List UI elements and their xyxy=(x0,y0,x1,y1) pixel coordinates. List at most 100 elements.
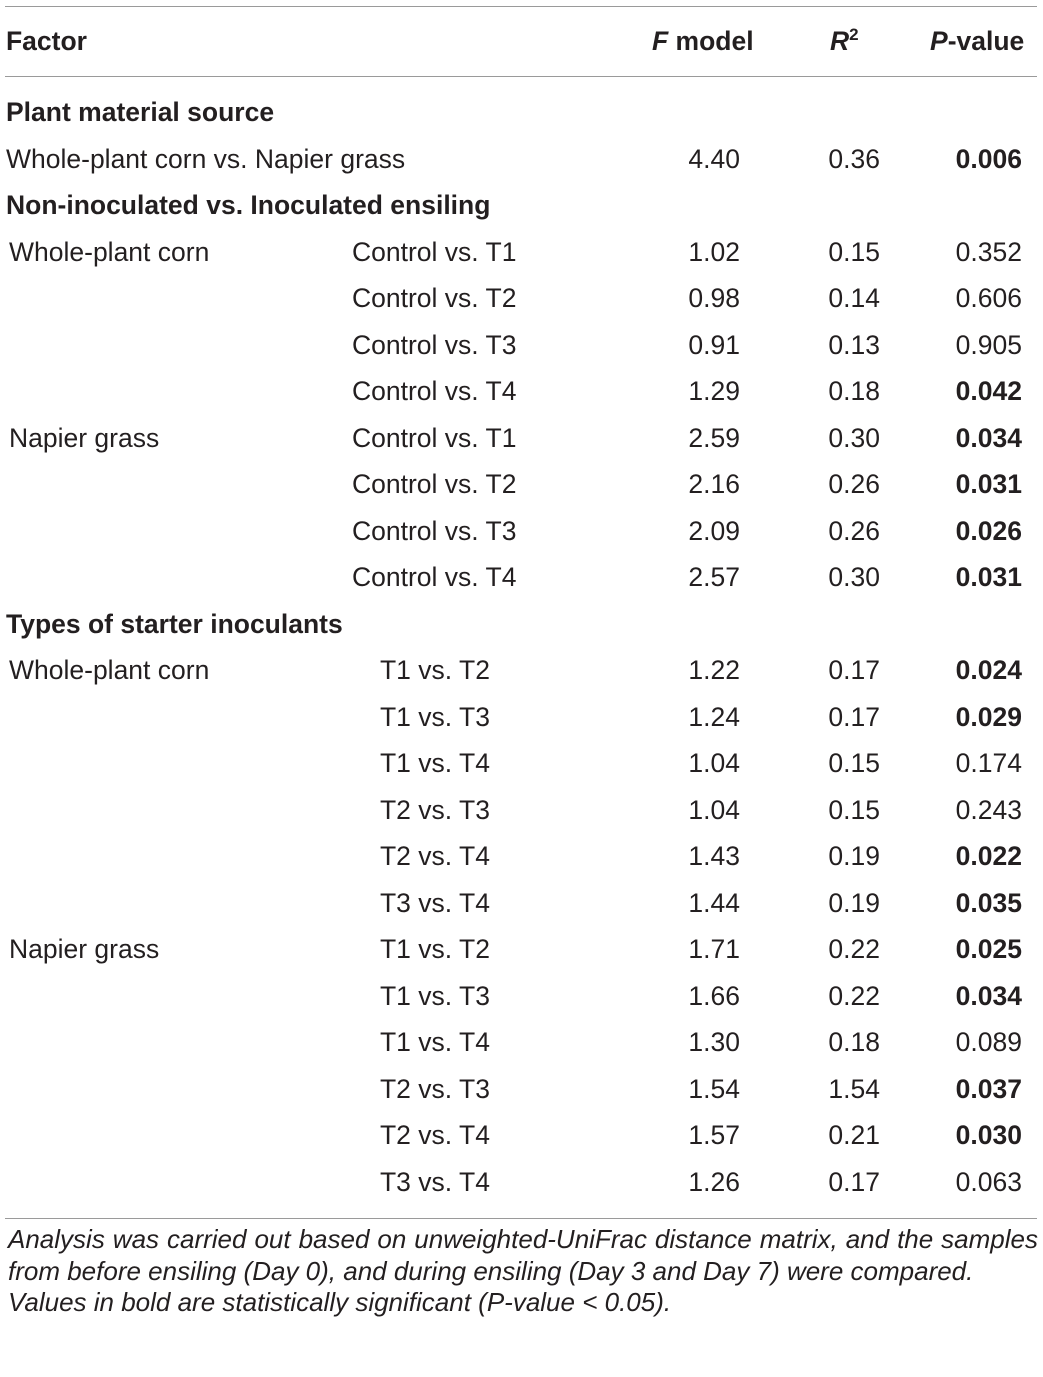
row-label: Whole-plant corn xyxy=(9,655,210,685)
cell-r-squared: 0.15 xyxy=(828,748,880,778)
table-row: Control vs. T2 2.16 0.26 0.031 xyxy=(0,461,1043,507)
cell-r-squared: 0.14 xyxy=(828,283,880,313)
cell-r-squared: 0.18 xyxy=(828,1027,880,1057)
cell-f-model: 1.02 xyxy=(688,236,740,267)
row-comparison: T1 vs. T4 xyxy=(380,748,490,778)
row-comparison: Control vs. T1 xyxy=(352,422,517,453)
row-comparison: T1 vs. T2 xyxy=(380,934,490,964)
cell-p-value: 0.025 xyxy=(955,934,1022,964)
row-label: Whole-plant corn xyxy=(9,236,210,267)
table-bottom-rule xyxy=(5,1218,1037,1219)
table-row: Napier grass T1 vs. T2 1.71 0.22 0.025 xyxy=(0,926,1043,972)
cell-r-squared: 0.22 xyxy=(828,934,880,964)
cell-f-model: 1.26 xyxy=(688,1166,740,1197)
table-row: T2 vs. T4 1.43 0.19 0.022 xyxy=(0,833,1043,879)
cell-r-squared: 0.17 xyxy=(828,701,880,732)
table-row: T1 vs. T3 1.24 0.17 0.029 xyxy=(0,694,1043,740)
cell-p-value: 0.029 xyxy=(955,701,1022,732)
header-factor: Factor xyxy=(6,26,87,56)
cell-r-squared: 0.21 xyxy=(828,1120,880,1150)
cell-f-model: 1.43 xyxy=(688,841,740,871)
cell-f-model: 1.54 xyxy=(688,1073,740,1104)
cell-p-value: 0.606 xyxy=(955,283,1022,313)
cell-p-value: 0.024 xyxy=(955,655,1022,685)
cell-p-value: 0.031 xyxy=(955,562,1022,592)
header-f-model: F model xyxy=(652,26,754,56)
table-row: Whole-plant corn Control vs. T1 1.02 0.15 0.… xyxy=(0,229,1043,275)
cell-r-squared: 0.26 xyxy=(828,469,880,499)
table-row: Control vs. T2 0.98 0.14 0.606 xyxy=(0,275,1043,321)
cell-p-value: 0.035 xyxy=(955,887,1022,918)
row-comparison: Control vs. T4 xyxy=(352,376,517,406)
cell-r-squared: 0.30 xyxy=(828,422,880,453)
row-comparison: Control vs. T3 xyxy=(352,329,517,360)
cell-p-value: 0.037 xyxy=(955,1073,1022,1104)
cell-r-squared: 0.15 xyxy=(828,794,880,825)
cell-p-value: 0.905 xyxy=(955,329,1022,360)
section-row: Plant material source xyxy=(0,89,1043,135)
cell-p-value: 0.089 xyxy=(955,1027,1022,1057)
row-comparison: T3 vs. T4 xyxy=(380,1166,490,1197)
cell-p-value: 0.034 xyxy=(955,980,1022,1011)
cell-r-squared: 1.54 xyxy=(828,1073,880,1104)
cell-r-squared: 0.17 xyxy=(828,655,880,685)
table-row: T3 vs. T4 1.44 0.19 0.035 xyxy=(0,880,1043,926)
cell-r-squared: 0.19 xyxy=(828,841,880,871)
cell-f-model: 1.24 xyxy=(688,701,740,732)
cell-f-model: 2.16 xyxy=(688,469,740,499)
row-comparison: T2 vs. T3 xyxy=(380,1073,490,1104)
row-comparison: Control vs. T1 xyxy=(352,236,517,267)
table-row: Control vs. T4 1.29 0.18 0.042 xyxy=(0,368,1043,414)
row-comparison: Control vs. T2 xyxy=(352,283,517,313)
table-top-rule xyxy=(5,6,1037,7)
cell-f-model: 2.57 xyxy=(688,562,740,592)
row-comparison: T2 vs. T4 xyxy=(380,1120,490,1150)
header-p-value: P-value xyxy=(930,26,1025,56)
section-row: Non-inoculated vs. Inoculated ensiling xyxy=(0,182,1043,228)
row-comparison: T1 vs. T4 xyxy=(380,1027,490,1057)
cell-p-value: 0.006 xyxy=(955,143,1022,174)
row-label: Napier grass xyxy=(9,422,160,453)
cell-f-model: 1.29 xyxy=(688,376,740,406)
cell-p-value: 0.352 xyxy=(955,236,1022,267)
table-row: T1 vs. T3 1.66 0.22 0.034 xyxy=(0,973,1043,1019)
table-row: T2 vs. T3 1.54 1.54 0.037 xyxy=(0,1066,1043,1112)
cell-f-model: 1.04 xyxy=(688,794,740,825)
table-row: T1 vs. T4 1.04 0.15 0.174 xyxy=(0,740,1043,786)
table-row: Control vs. T3 2.09 0.26 0.026 xyxy=(0,508,1043,554)
section-label: Plant material source xyxy=(6,97,275,127)
header-rule xyxy=(5,76,1037,77)
row-comparison: T3 vs. T4 xyxy=(380,887,490,918)
cell-f-model: 1.30 xyxy=(688,1027,740,1057)
cell-f-model: 1.57 xyxy=(688,1120,740,1150)
section-row: Types of starter inoculants xyxy=(0,601,1043,647)
cell-r-squared: 0.36 xyxy=(828,143,880,174)
cell-f-model: 1.71 xyxy=(688,934,740,964)
cell-r-squared: 0.17 xyxy=(828,1166,880,1197)
cell-f-model: 1.22 xyxy=(688,655,740,685)
footnote-bold-note: Values in bold are statistically signifi… xyxy=(8,1287,672,1317)
cell-r-squared: 0.26 xyxy=(828,515,880,546)
cell-p-value: 0.030 xyxy=(955,1120,1022,1150)
row-comparison: T1 vs. T2 xyxy=(380,655,490,685)
cell-r-squared: 0.13 xyxy=(828,329,880,360)
table-footnotes: Analysis was carried out based on unweig… xyxy=(8,1224,1038,1319)
table-row: Control vs. T3 0.91 0.13 0.905 xyxy=(0,322,1043,368)
table-row: Whole-plant corn vs. Napier grass 4.40 0.3… xyxy=(0,136,1043,182)
row-comparison: Control vs. T3 xyxy=(352,515,517,546)
cell-r-squared: 0.18 xyxy=(828,376,880,406)
row-comparison: T2 vs. T3 xyxy=(380,794,490,825)
cell-r-squared: 0.22 xyxy=(828,980,880,1011)
cell-p-value: 0.243 xyxy=(955,794,1022,825)
cell-f-model: 1.04 xyxy=(688,748,740,778)
cell-f-model: 1.66 xyxy=(688,980,740,1011)
cell-p-value: 0.022 xyxy=(955,841,1022,871)
section-label: Types of starter inoculants xyxy=(6,608,343,639)
table-row: T1 vs. T4 1.30 0.18 0.089 xyxy=(0,1019,1043,1065)
cell-f-model: 0.98 xyxy=(688,283,740,313)
cell-r-squared: 0.15 xyxy=(828,236,880,267)
cell-p-value: 0.174 xyxy=(955,748,1022,778)
cell-p-value: 0.031 xyxy=(955,469,1022,499)
table-row: Control vs. T4 2.57 0.30 0.031 xyxy=(0,554,1043,600)
cell-p-value: 0.063 xyxy=(955,1166,1022,1197)
